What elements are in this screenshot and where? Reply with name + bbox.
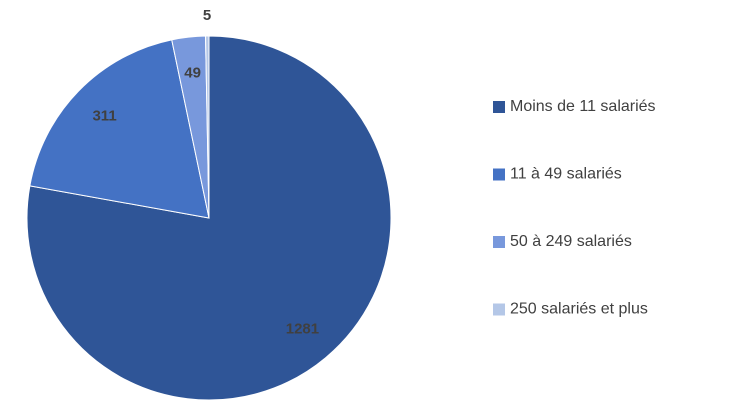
data-label: 49 [184,64,201,81]
legend-swatch [493,168,505,181]
data-label: 5 [203,7,211,24]
data-label: 311 [92,107,116,124]
data-label: 1281 [286,321,319,338]
legend-label: 50 à 249 salariés [510,233,632,250]
legend-label: Moins de 11 salariés [510,98,656,115]
legend-swatch [493,101,505,113]
legend-label: 11 à 49 salariés [510,166,622,183]
legend-label: 250 salariés et plus [510,301,648,318]
pie-slice [26,35,392,401]
legend-swatch [493,236,505,248]
legend-swatch [493,303,505,316]
pie-slice [29,39,210,219]
pie-slice [205,35,210,219]
